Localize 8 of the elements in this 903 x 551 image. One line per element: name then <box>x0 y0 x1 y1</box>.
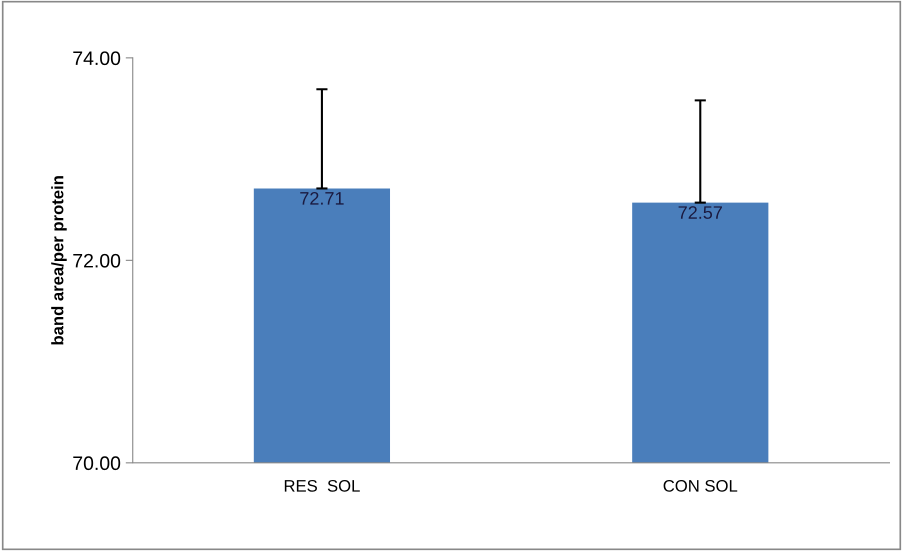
y-tick-label: 70.00 <box>73 456 120 470</box>
y-tick-label: 74.00 <box>73 51 120 66</box>
y-axis-title: band area/per protein <box>51 176 67 344</box>
data-label: 72.57 <box>678 206 722 219</box>
x-tick-label: CON SOL <box>664 480 738 492</box>
y-tick-label: 72.00 <box>73 254 120 268</box>
x-tick-label: RES SOL <box>284 480 360 492</box>
data-label: 72.71 <box>300 192 344 205</box>
